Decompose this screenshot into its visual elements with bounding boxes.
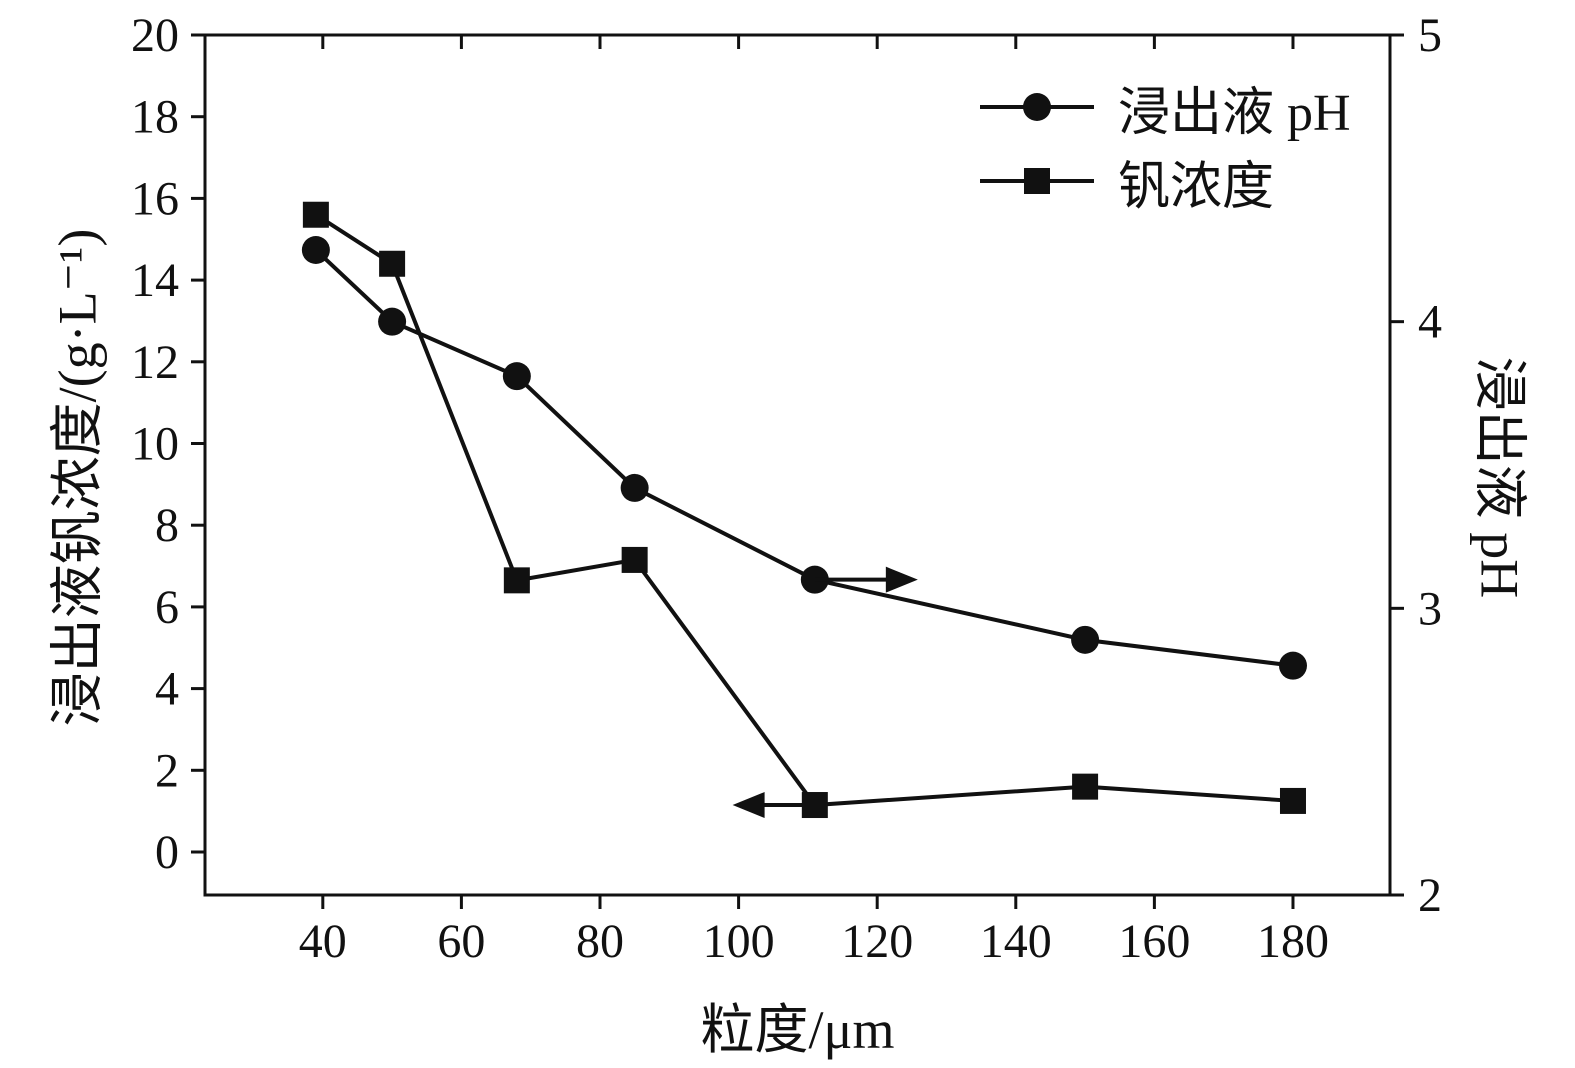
y-left-tick-label: 14 xyxy=(131,254,179,307)
y-left-tick-label: 6 xyxy=(155,581,179,634)
legend-label-ph: 浸出液 pH xyxy=(1118,84,1351,142)
legend: 浸出液 pH 钒浓度 xyxy=(978,72,1351,216)
left-axis-title: 浸出液钒浓度/(g·L⁻¹) xyxy=(47,228,108,727)
ph-series-line xyxy=(314,248,1294,668)
right-arrowhead-icon xyxy=(885,566,918,593)
ph-data-point xyxy=(378,307,407,336)
x-tick-label: 80 xyxy=(576,915,624,968)
x-tick-label: 140 xyxy=(980,915,1052,968)
ph-data-point xyxy=(620,473,649,502)
circle-marker-icon xyxy=(980,93,1094,121)
ph-data-point xyxy=(301,236,330,264)
vanadium-data-point xyxy=(1279,787,1306,814)
y-left-tick-label: 18 xyxy=(131,91,179,144)
x-axis-title: 粒度/μm xyxy=(700,1000,895,1060)
y-left-tick-label: 10 xyxy=(131,418,179,471)
legend-entry-vanadium: 钒浓度 xyxy=(978,146,1351,216)
y-right-tick-label: 3 xyxy=(1418,582,1442,635)
y-left-tick-label: 12 xyxy=(131,336,179,389)
y-left-tick-label: 8 xyxy=(155,499,179,552)
legend-label-vanadium: 钒浓度 xyxy=(1118,158,1275,216)
y-right-tick-label: 5 xyxy=(1418,9,1442,62)
right-axis-title: 浸出液 pH xyxy=(1469,356,1530,599)
y-right-tick-label: 4 xyxy=(1418,296,1442,349)
vanadium-series-line xyxy=(314,213,1294,808)
y-left-tick-label: 4 xyxy=(155,663,179,716)
x-tick-label: 120 xyxy=(841,915,913,968)
left-arrowhead-icon xyxy=(732,792,765,819)
ph-data-point xyxy=(1071,625,1100,654)
vanadium-data-point xyxy=(621,546,648,573)
y-left-tick-label: 16 xyxy=(131,172,179,225)
x-tick-label: 60 xyxy=(437,915,485,968)
x-tick-label: 100 xyxy=(703,915,775,968)
vanadium-data-point xyxy=(379,250,406,277)
y-right-tick-label: 2 xyxy=(1418,869,1442,922)
plot-frame xyxy=(203,33,1392,897)
x-tick-label: 160 xyxy=(1118,915,1190,968)
x-tick-label: 180 xyxy=(1257,915,1329,968)
ph-data-point xyxy=(502,362,531,391)
vanadium-data-point xyxy=(1072,773,1099,800)
ph-data-point xyxy=(1278,651,1307,680)
y-left-tick-label: 0 xyxy=(155,826,179,879)
y-left-tick-label: 2 xyxy=(155,744,179,797)
vanadium-data-point xyxy=(302,201,329,228)
vanadium-data-point xyxy=(503,567,530,594)
x-tick-label: 40 xyxy=(299,915,347,968)
legend-entry-ph: 浸出液 pH xyxy=(978,72,1351,142)
square-marker-icon xyxy=(980,168,1094,194)
y-left-tick-label: 20 xyxy=(131,9,179,62)
